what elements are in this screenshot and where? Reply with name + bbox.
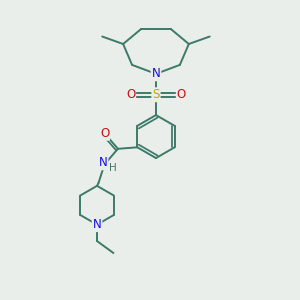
Text: H: H	[109, 163, 117, 173]
Text: N: N	[93, 218, 101, 231]
Text: S: S	[152, 88, 160, 101]
Text: O: O	[177, 88, 186, 101]
Text: O: O	[100, 127, 109, 140]
Text: N: N	[152, 68, 160, 80]
Text: O: O	[126, 88, 135, 101]
Text: N: N	[99, 156, 107, 169]
